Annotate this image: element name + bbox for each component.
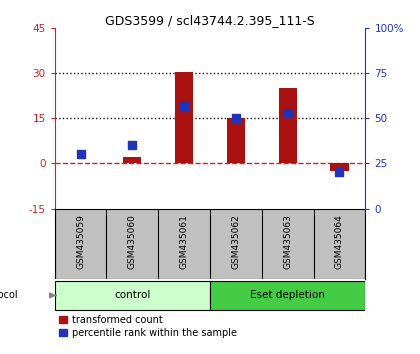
Bar xyxy=(278,88,297,164)
Point xyxy=(77,152,84,157)
Text: GSM435060: GSM435060 xyxy=(128,214,137,269)
Bar xyxy=(175,72,193,164)
Legend: transformed count, percentile rank within the sample: transformed count, percentile rank withi… xyxy=(60,315,237,337)
Bar xyxy=(227,119,245,164)
Point xyxy=(233,116,239,121)
Point xyxy=(129,143,136,148)
Text: protocol: protocol xyxy=(0,290,17,301)
Point xyxy=(181,103,187,109)
Point xyxy=(284,110,291,116)
Text: GSM435062: GSM435062 xyxy=(231,214,240,269)
Point xyxy=(336,170,343,175)
Text: GSM435061: GSM435061 xyxy=(180,214,189,269)
Bar xyxy=(123,158,142,164)
Bar xyxy=(210,281,365,310)
Text: GSM435064: GSM435064 xyxy=(335,214,344,269)
Text: GSM435059: GSM435059 xyxy=(76,214,85,269)
Bar xyxy=(55,281,210,310)
Title: GDS3599 / scl43744.2.395_111-S: GDS3599 / scl43744.2.395_111-S xyxy=(105,14,315,27)
Bar xyxy=(331,164,349,171)
Text: control: control xyxy=(114,290,150,301)
Text: GSM435063: GSM435063 xyxy=(283,214,292,269)
Text: Eset depletion: Eset depletion xyxy=(250,290,325,301)
